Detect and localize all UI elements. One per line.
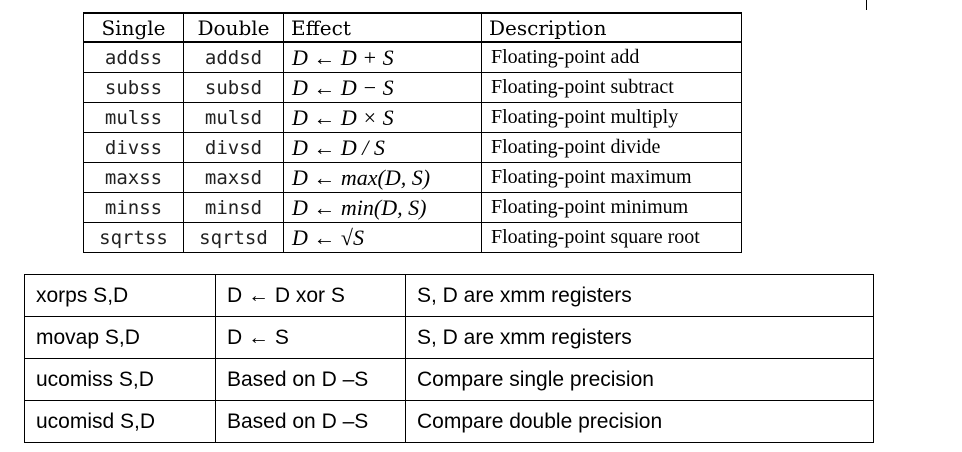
description: Floating-point divide	[481, 132, 742, 163]
table-row: ucomisd S,D Based on D –S Compare double…	[24, 400, 874, 443]
effect-formula: D ← D + S	[283, 41, 482, 73]
description: Floating-point add	[481, 41, 742, 73]
effect: Based on D –S	[215, 358, 406, 401]
double-instr: divsd	[183, 132, 284, 163]
description: Floating-point maximum	[481, 162, 742, 193]
table-row: mulss mulsd D ← D × S Floating-point mul…	[83, 102, 742, 133]
description: Floating-point multiply	[481, 102, 742, 133]
description: Floating-point minimum	[481, 192, 742, 223]
note: Compare single precision	[405, 358, 874, 401]
single-instr: maxss	[83, 162, 184, 193]
header-single: Single	[83, 12, 184, 43]
header-description: Description	[481, 12, 742, 43]
effect: D ← S	[215, 316, 406, 359]
table-row: maxss maxsd D ← max(D, S) Floating-point…	[83, 162, 742, 193]
effect-formula: D ← D × S	[283, 102, 482, 133]
double-instr: maxsd	[183, 162, 284, 193]
double-instr: mulsd	[183, 102, 284, 133]
single-instr: subss	[83, 72, 184, 103]
description: Floating-point subtract	[481, 72, 742, 103]
single-instr: addss	[83, 41, 184, 73]
single-instr: minss	[83, 192, 184, 223]
note: Compare double precision	[405, 400, 874, 443]
header-effect: Effect	[283, 12, 482, 43]
double-instr: sqrtsd	[183, 222, 284, 253]
effect-formula: D ← √S	[283, 222, 482, 253]
instruction: ucomisd S,D	[24, 400, 216, 443]
double-instr: minsd	[183, 192, 284, 223]
misc-sse-instructions-table: xorps S,D D ← D xor S S, D are xmm regis…	[24, 274, 874, 443]
header-double: Double	[183, 12, 284, 43]
description: Floating-point square root	[481, 222, 742, 253]
effect-formula: D ← D / S	[283, 132, 482, 163]
effect: D ← D xor S	[215, 274, 406, 317]
table-row: sqrtss sqrtsd D ← √S Floating-point squa…	[83, 222, 742, 253]
single-instr: mulss	[83, 102, 184, 133]
edge-tick-mark	[866, 0, 867, 10]
table-row: xorps S,D D ← D xor S S, D are xmm regis…	[24, 274, 874, 317]
note: S, D are xmm registers	[405, 316, 874, 359]
instruction: ucomiss S,D	[24, 358, 216, 401]
instruction: xorps S,D	[24, 274, 216, 317]
table-header-row: Single Double Effect Description	[83, 12, 742, 43]
effect-formula: D ← D − S	[283, 72, 482, 103]
double-instr: subsd	[183, 72, 284, 103]
double-instr: addsd	[183, 41, 284, 73]
floating-point-ops-table: Single Double Effect Description addss a…	[83, 12, 742, 253]
instruction: movap S,D	[24, 316, 216, 359]
effect-formula: D ← min(D, S)	[283, 192, 482, 223]
effect-formula: D ← max(D, S)	[283, 162, 482, 193]
table-row: movap S,D D ← S S, D are xmm registers	[24, 316, 874, 359]
note: S, D are xmm registers	[405, 274, 874, 317]
table-row: ucomiss S,D Based on D –S Compare single…	[24, 358, 874, 401]
single-instr: sqrtss	[83, 222, 184, 253]
table-row: minss minsd D ← min(D, S) Floating-point…	[83, 192, 742, 223]
table-row: addss addsd D ← D + S Floating-point add	[83, 41, 742, 73]
table-row: divss divsd D ← D / S Floating-point div…	[83, 132, 742, 163]
single-instr: divss	[83, 132, 184, 163]
table-row: subss subsd D ← D − S Floating-point sub…	[83, 72, 742, 103]
effect: Based on D –S	[215, 400, 406, 443]
